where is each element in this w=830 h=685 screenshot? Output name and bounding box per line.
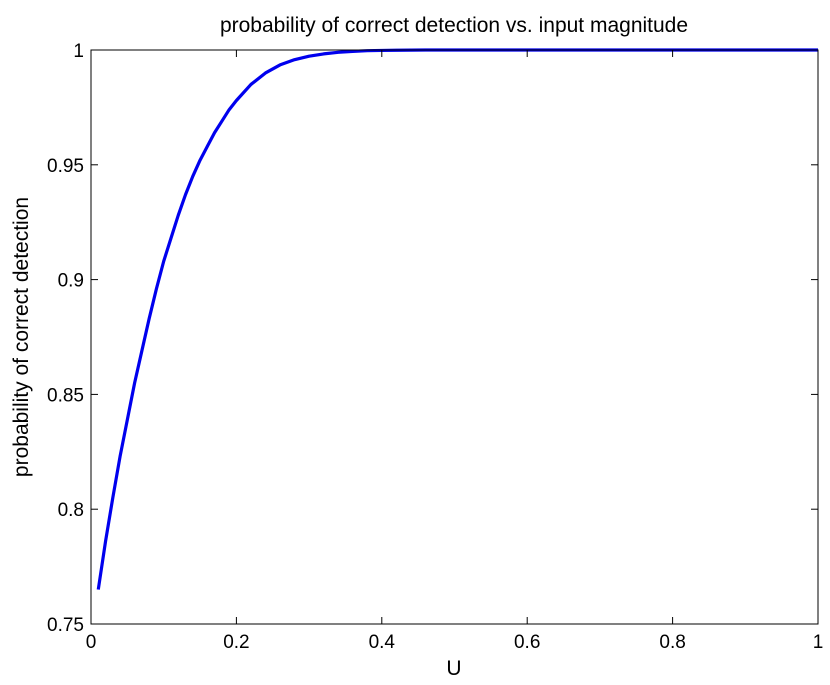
y-tick-label: 0.75 (47, 615, 84, 636)
y-axis-title: probability of correct detection (10, 197, 33, 477)
y-tick-label: 0.95 (47, 156, 84, 177)
x-tick-label: 0.4 (369, 632, 396, 653)
y-tick-label: 0.8 (58, 500, 84, 521)
x-tick-label: 1 (813, 632, 824, 653)
x-tick-label: 0 (86, 632, 97, 653)
x-tick-label: 0.8 (659, 632, 685, 653)
x-tick-label: 0.2 (223, 632, 249, 653)
x-axis-title: U (446, 657, 461, 680)
plot-frame (90, 49, 819, 625)
tick-layer: 0 0.2 0.4 0.6 0.8 1 0.75 0.8 0.85 0.9 0.95 1 (47, 41, 823, 653)
plot-area (91, 50, 818, 624)
chart-title: probability of correct detection vs. inp… (220, 14, 688, 37)
y-tick-label: 1 (73, 41, 84, 62)
y-tick-label: 0.85 (47, 385, 84, 406)
x-tick-label: 0.6 (514, 632, 540, 653)
y-tick-label: 0.9 (58, 271, 84, 292)
